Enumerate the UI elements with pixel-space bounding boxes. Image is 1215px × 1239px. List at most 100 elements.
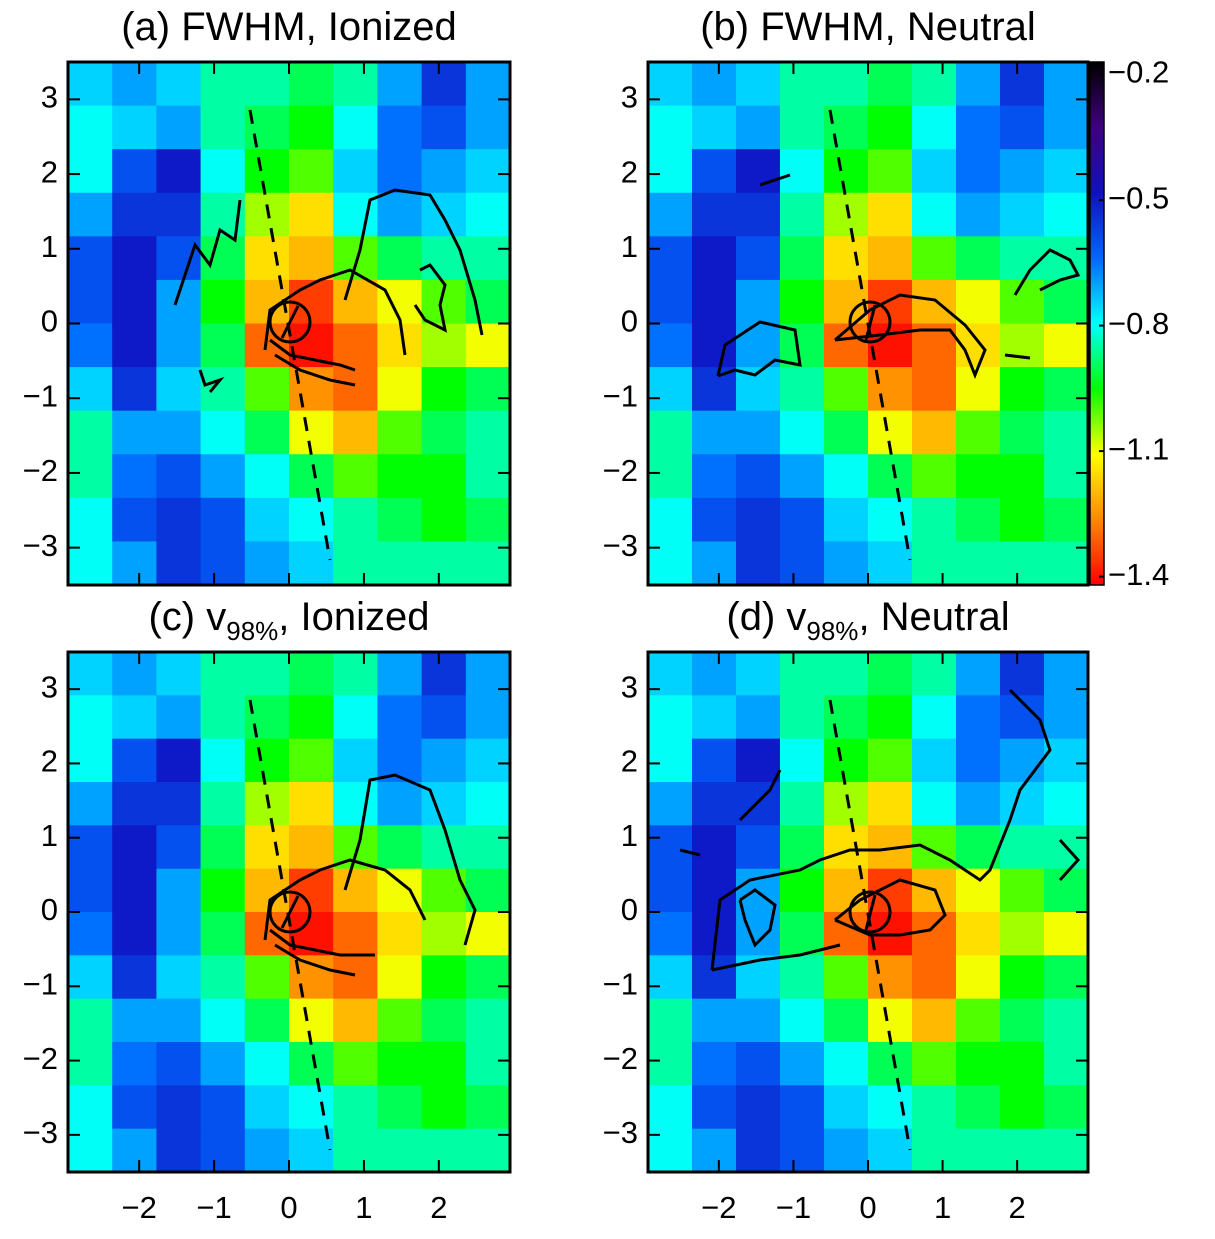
heat-cell	[200, 1042, 246, 1086]
heat-cell	[244, 955, 290, 1000]
heat-cell	[112, 868, 157, 913]
heat-cell	[377, 1042, 423, 1086]
heat-cell	[736, 62, 781, 107]
heat-cell	[333, 62, 378, 107]
heat-cell	[692, 105, 737, 150]
heat-cell	[648, 868, 693, 913]
heat-cell	[244, 236, 290, 281]
heat-cell	[956, 62, 1001, 107]
heat-cell	[244, 825, 290, 870]
heat-cell	[1044, 868, 1089, 913]
heat-cell	[912, 1042, 957, 1086]
heat-cell	[465, 454, 511, 499]
heat-cell	[156, 279, 202, 324]
heat-cell	[156, 454, 202, 499]
heat-cell	[1000, 62, 1045, 107]
heat-cell	[421, 955, 467, 1000]
heat-cell	[780, 912, 825, 956]
heat-cell	[1000, 912, 1045, 956]
heat-cell	[824, 955, 869, 1000]
heat-cell	[112, 497, 157, 542]
heat-cell	[1000, 1042, 1045, 1086]
heat-cell	[868, 149, 913, 194]
heat-cell	[68, 497, 113, 542]
heat-cell	[824, 367, 869, 412]
heat-cell	[824, 825, 869, 870]
heat-cell	[333, 652, 378, 696]
heat-cell	[956, 1128, 1001, 1173]
heat-cell	[68, 998, 113, 1043]
heat-cell	[112, 652, 157, 696]
heat-cell	[648, 454, 693, 499]
y-tick-label: −2	[23, 1041, 58, 1076]
heat-cell	[156, 1128, 202, 1173]
heat-cell	[648, 192, 693, 237]
heat-cell	[333, 105, 378, 150]
heat-cell	[912, 998, 957, 1043]
heat-cell	[377, 695, 423, 740]
heat-cell	[421, 497, 467, 542]
heat-cell	[956, 410, 1001, 455]
heat-cell	[780, 868, 825, 913]
x-tick-label: 1	[934, 1190, 951, 1225]
heat-cell	[112, 279, 157, 324]
heat-cell	[68, 367, 113, 412]
heat-cell	[692, 323, 737, 368]
heat-cell	[200, 868, 246, 913]
heat-cell	[333, 868, 378, 913]
heat-cell	[780, 105, 825, 150]
heat-cell	[868, 105, 913, 150]
heat-cell	[289, 192, 334, 237]
heat-cell	[1000, 998, 1045, 1043]
heat-cell	[156, 149, 202, 194]
heat-cell	[956, 279, 1001, 324]
title-text: (c) v	[148, 595, 226, 639]
y-tick-label: −3	[603, 528, 638, 563]
heat-cell	[912, 149, 957, 194]
heat-cell	[112, 912, 157, 956]
heat-cell	[465, 1085, 511, 1130]
heat-cell	[780, 497, 825, 542]
heat-cell	[648, 149, 693, 194]
heat-cell	[465, 825, 511, 870]
heat-cell	[289, 454, 334, 499]
heat-cell	[1000, 497, 1045, 542]
heat-cell	[156, 236, 202, 281]
heat-cell	[156, 1085, 202, 1130]
heat-cell	[333, 454, 378, 499]
heat-cell	[244, 149, 290, 194]
heat-cell	[736, 955, 781, 1000]
colorbar	[1089, 61, 1105, 586]
heat-cell	[736, 1085, 781, 1130]
heat-cell	[912, 454, 957, 499]
heat-cell	[200, 497, 246, 542]
heat-cell	[692, 279, 737, 324]
y-tick-label: −3	[603, 1115, 638, 1150]
heat-cell	[1044, 738, 1089, 783]
heat-cell	[68, 192, 113, 237]
heat-cell	[289, 1042, 334, 1086]
title-subscript: 98%	[806, 616, 858, 646]
heat-cell	[333, 695, 378, 740]
heat-cell	[289, 1085, 334, 1130]
contours-c	[248, 699, 477, 1151]
y-tick-label: −1	[23, 966, 58, 1001]
heat-cell	[377, 912, 423, 956]
heat-cell	[1000, 738, 1045, 783]
heat-cell	[736, 410, 781, 455]
heat-cell	[112, 323, 157, 368]
heat-cell	[1044, 1128, 1089, 1173]
heat-cell	[465, 782, 511, 826]
heat-cell	[912, 541, 957, 586]
x-tick-label: 2	[430, 1190, 447, 1225]
heat-cell	[200, 279, 246, 324]
heat-cell	[68, 410, 113, 455]
heat-cell	[956, 105, 1001, 150]
heat-cell	[868, 782, 913, 826]
heat-cell	[289, 541, 334, 586]
heat-cell	[465, 279, 511, 324]
heat-cell	[333, 149, 378, 194]
heat-cell	[648, 912, 693, 956]
title-subscript: 98%	[226, 616, 278, 646]
heat-cell	[421, 192, 467, 237]
